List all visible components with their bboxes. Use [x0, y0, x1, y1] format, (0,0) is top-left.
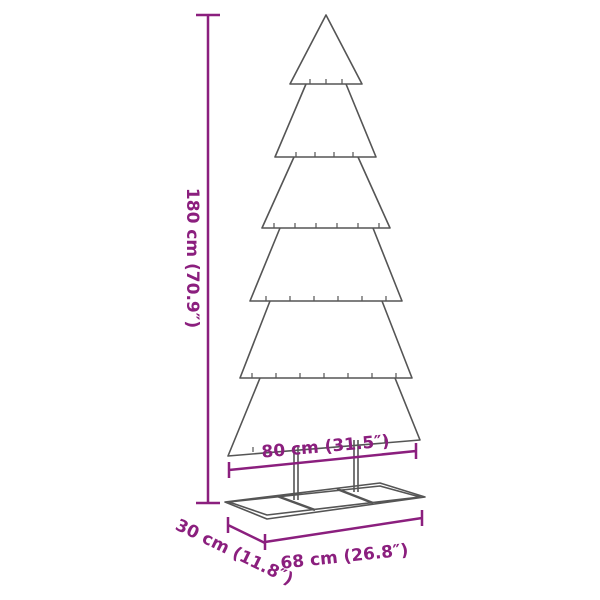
- hooks: [251, 79, 397, 452]
- tree-tier-3: [261, 156, 391, 229]
- tree-tier-5: [239, 300, 413, 379]
- stand-pole-right: [353, 440, 359, 492]
- tree-tier-4: [249, 227, 403, 302]
- stand-pole-left: [293, 446, 299, 500]
- dimension-lines: [196, 13, 424, 550]
- christmas-tree-frame: [224, 14, 426, 520]
- height-dimension-line: [196, 13, 220, 505]
- tree-tier-1: [289, 14, 363, 85]
- stand-base-frame: [224, 482, 426, 520]
- tree-tier-2: [274, 83, 377, 158]
- width-dimension-line: [227, 443, 418, 478]
- width-label: 80 cm (31.5″): [261, 431, 391, 462]
- base-width-label: 68 cm (26.8″): [280, 540, 410, 573]
- stand-crossbar-left: [276, 494, 316, 512]
- depth-dimension-line: [226, 517, 266, 545]
- height-label: 180 cm (70.9″): [182, 188, 202, 328]
- depth-label: 30 cm (11.8″): [172, 515, 296, 589]
- stand-crossbar-right: [336, 487, 374, 505]
- tree-tier-6: [227, 377, 421, 457]
